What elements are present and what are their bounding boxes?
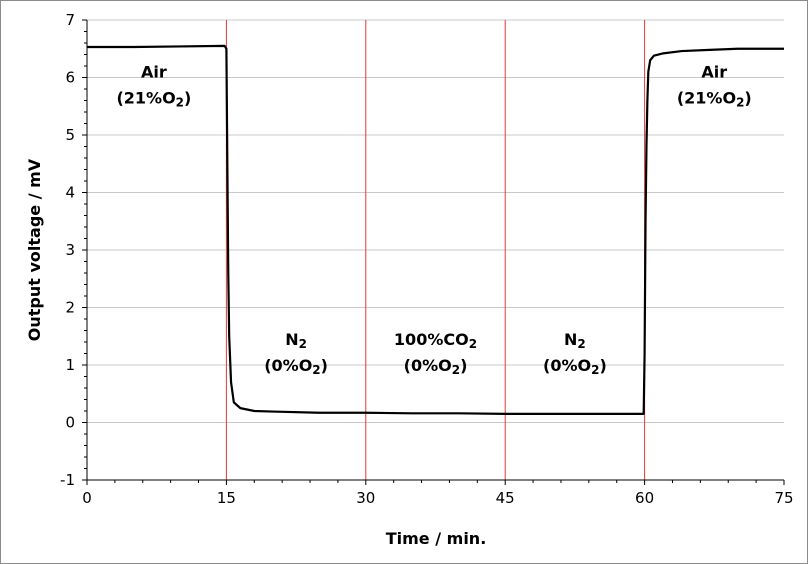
annotation-line: (0%O2)	[264, 356, 328, 377]
y-axis-title: Output voltage / mV	[25, 158, 44, 341]
y-tick-label-5: 5	[65, 126, 75, 144]
annotation-line: (0%O2)	[543, 356, 607, 377]
annotation-line: Air	[141, 63, 167, 82]
annotations: Air (21%O2) N2 (0%O2) 100%CO2 (0%O2) N2 (0%O2) A…	[116, 63, 751, 377]
y-tick-label-6: 6	[65, 69, 75, 87]
annotation-line: Air	[701, 63, 727, 82]
x-tick-label-15: 15	[217, 489, 236, 507]
annotation-line: (21%O2)	[116, 89, 191, 110]
y-tick-label-2: 2	[65, 299, 75, 317]
series-layer	[87, 44, 784, 415]
x-axis-title: Time / min.	[386, 529, 487, 548]
y-tick-label-1: 1	[65, 356, 75, 374]
annotation-line: N2	[564, 330, 586, 351]
x-tick-label-45: 45	[496, 489, 515, 507]
y-tick-label-4: 4	[65, 184, 75, 202]
series-line-0	[87, 44, 784, 415]
annotation-line: (21%O2)	[677, 89, 752, 110]
x-tick-label-60: 60	[635, 489, 654, 507]
annotation-0: Air (21%O2)	[116, 63, 191, 110]
y-tick-label-3: 3	[65, 241, 75, 259]
x-tick-label-30: 30	[356, 489, 375, 507]
annotation-line: N2	[285, 330, 307, 351]
annotation-2: 100%CO2 (0%O2)	[394, 330, 477, 377]
y-tick-label-7: 7	[65, 11, 75, 29]
annotation-line: 100%CO2	[394, 330, 477, 351]
y-tick-label--1: -1	[60, 471, 75, 489]
annotation-line: (0%O2)	[404, 356, 468, 377]
x-tick-label-75: 75	[774, 489, 793, 507]
axes-layer	[82, 19, 785, 485]
annotation-3: N2 (0%O2)	[543, 330, 607, 377]
annotation-4: Air (21%O2)	[677, 63, 752, 110]
y-tick-label-0: 0	[65, 414, 75, 432]
annotation-1: N2 (0%O2)	[264, 330, 328, 377]
x-tick-label-0: 0	[82, 489, 92, 507]
